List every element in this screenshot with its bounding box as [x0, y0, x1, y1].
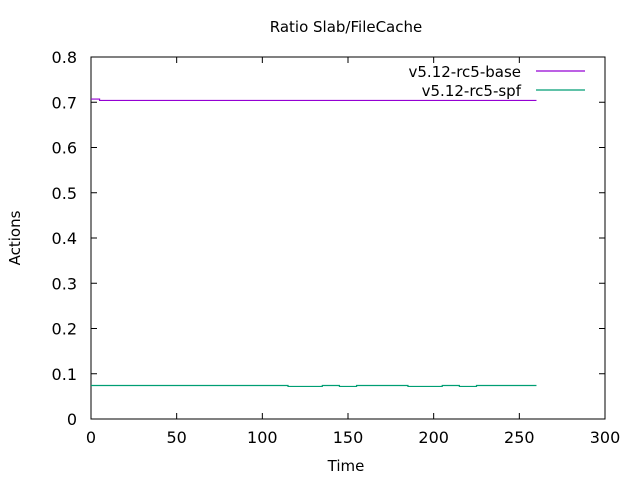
- legend-label-1: v5.12-rc5-base: [409, 63, 522, 81]
- x-tick-label: 300: [590, 428, 621, 447]
- y-tick-label: 0.5: [52, 184, 77, 203]
- x-tick-label: 50: [166, 428, 186, 447]
- x-axis-label: Time: [327, 457, 365, 475]
- y-tick-label: 0.4: [52, 229, 77, 248]
- chart-title: Ratio Slab/FileCache: [270, 18, 422, 36]
- y-tick-label: 0.2: [52, 320, 77, 339]
- x-tick-label: 100: [247, 428, 278, 447]
- y-axis-label: Actions: [6, 210, 24, 265]
- y-tick-label: 0: [67, 410, 77, 429]
- legend-label-2: v5.12-rc5-spf: [422, 82, 522, 100]
- x-tick-label: 0: [86, 428, 96, 447]
- y-tick-label: 0.6: [52, 139, 77, 158]
- y-tick-label: 0.8: [52, 48, 77, 67]
- series-line-1: [91, 98, 537, 102]
- y-tick-label: 0.1: [52, 365, 77, 384]
- y-tick-label: 0.7: [52, 93, 77, 112]
- x-tick-label: 150: [333, 428, 364, 447]
- plot-frame: [90, 56, 606, 420]
- x-tick-label: 200: [418, 428, 449, 447]
- series-lines: [91, 98, 537, 388]
- y-tick-label: 0.3: [52, 274, 77, 293]
- x-axis: 0 50 100 150 200 250 300: [86, 57, 620, 447]
- series-line-2: [91, 384, 537, 388]
- y-axis: 0 0.1 0.2 0.3 0.4 0.5 0.6 0.7 0.8: [52, 48, 605, 429]
- x-tick-label: 250: [504, 428, 535, 447]
